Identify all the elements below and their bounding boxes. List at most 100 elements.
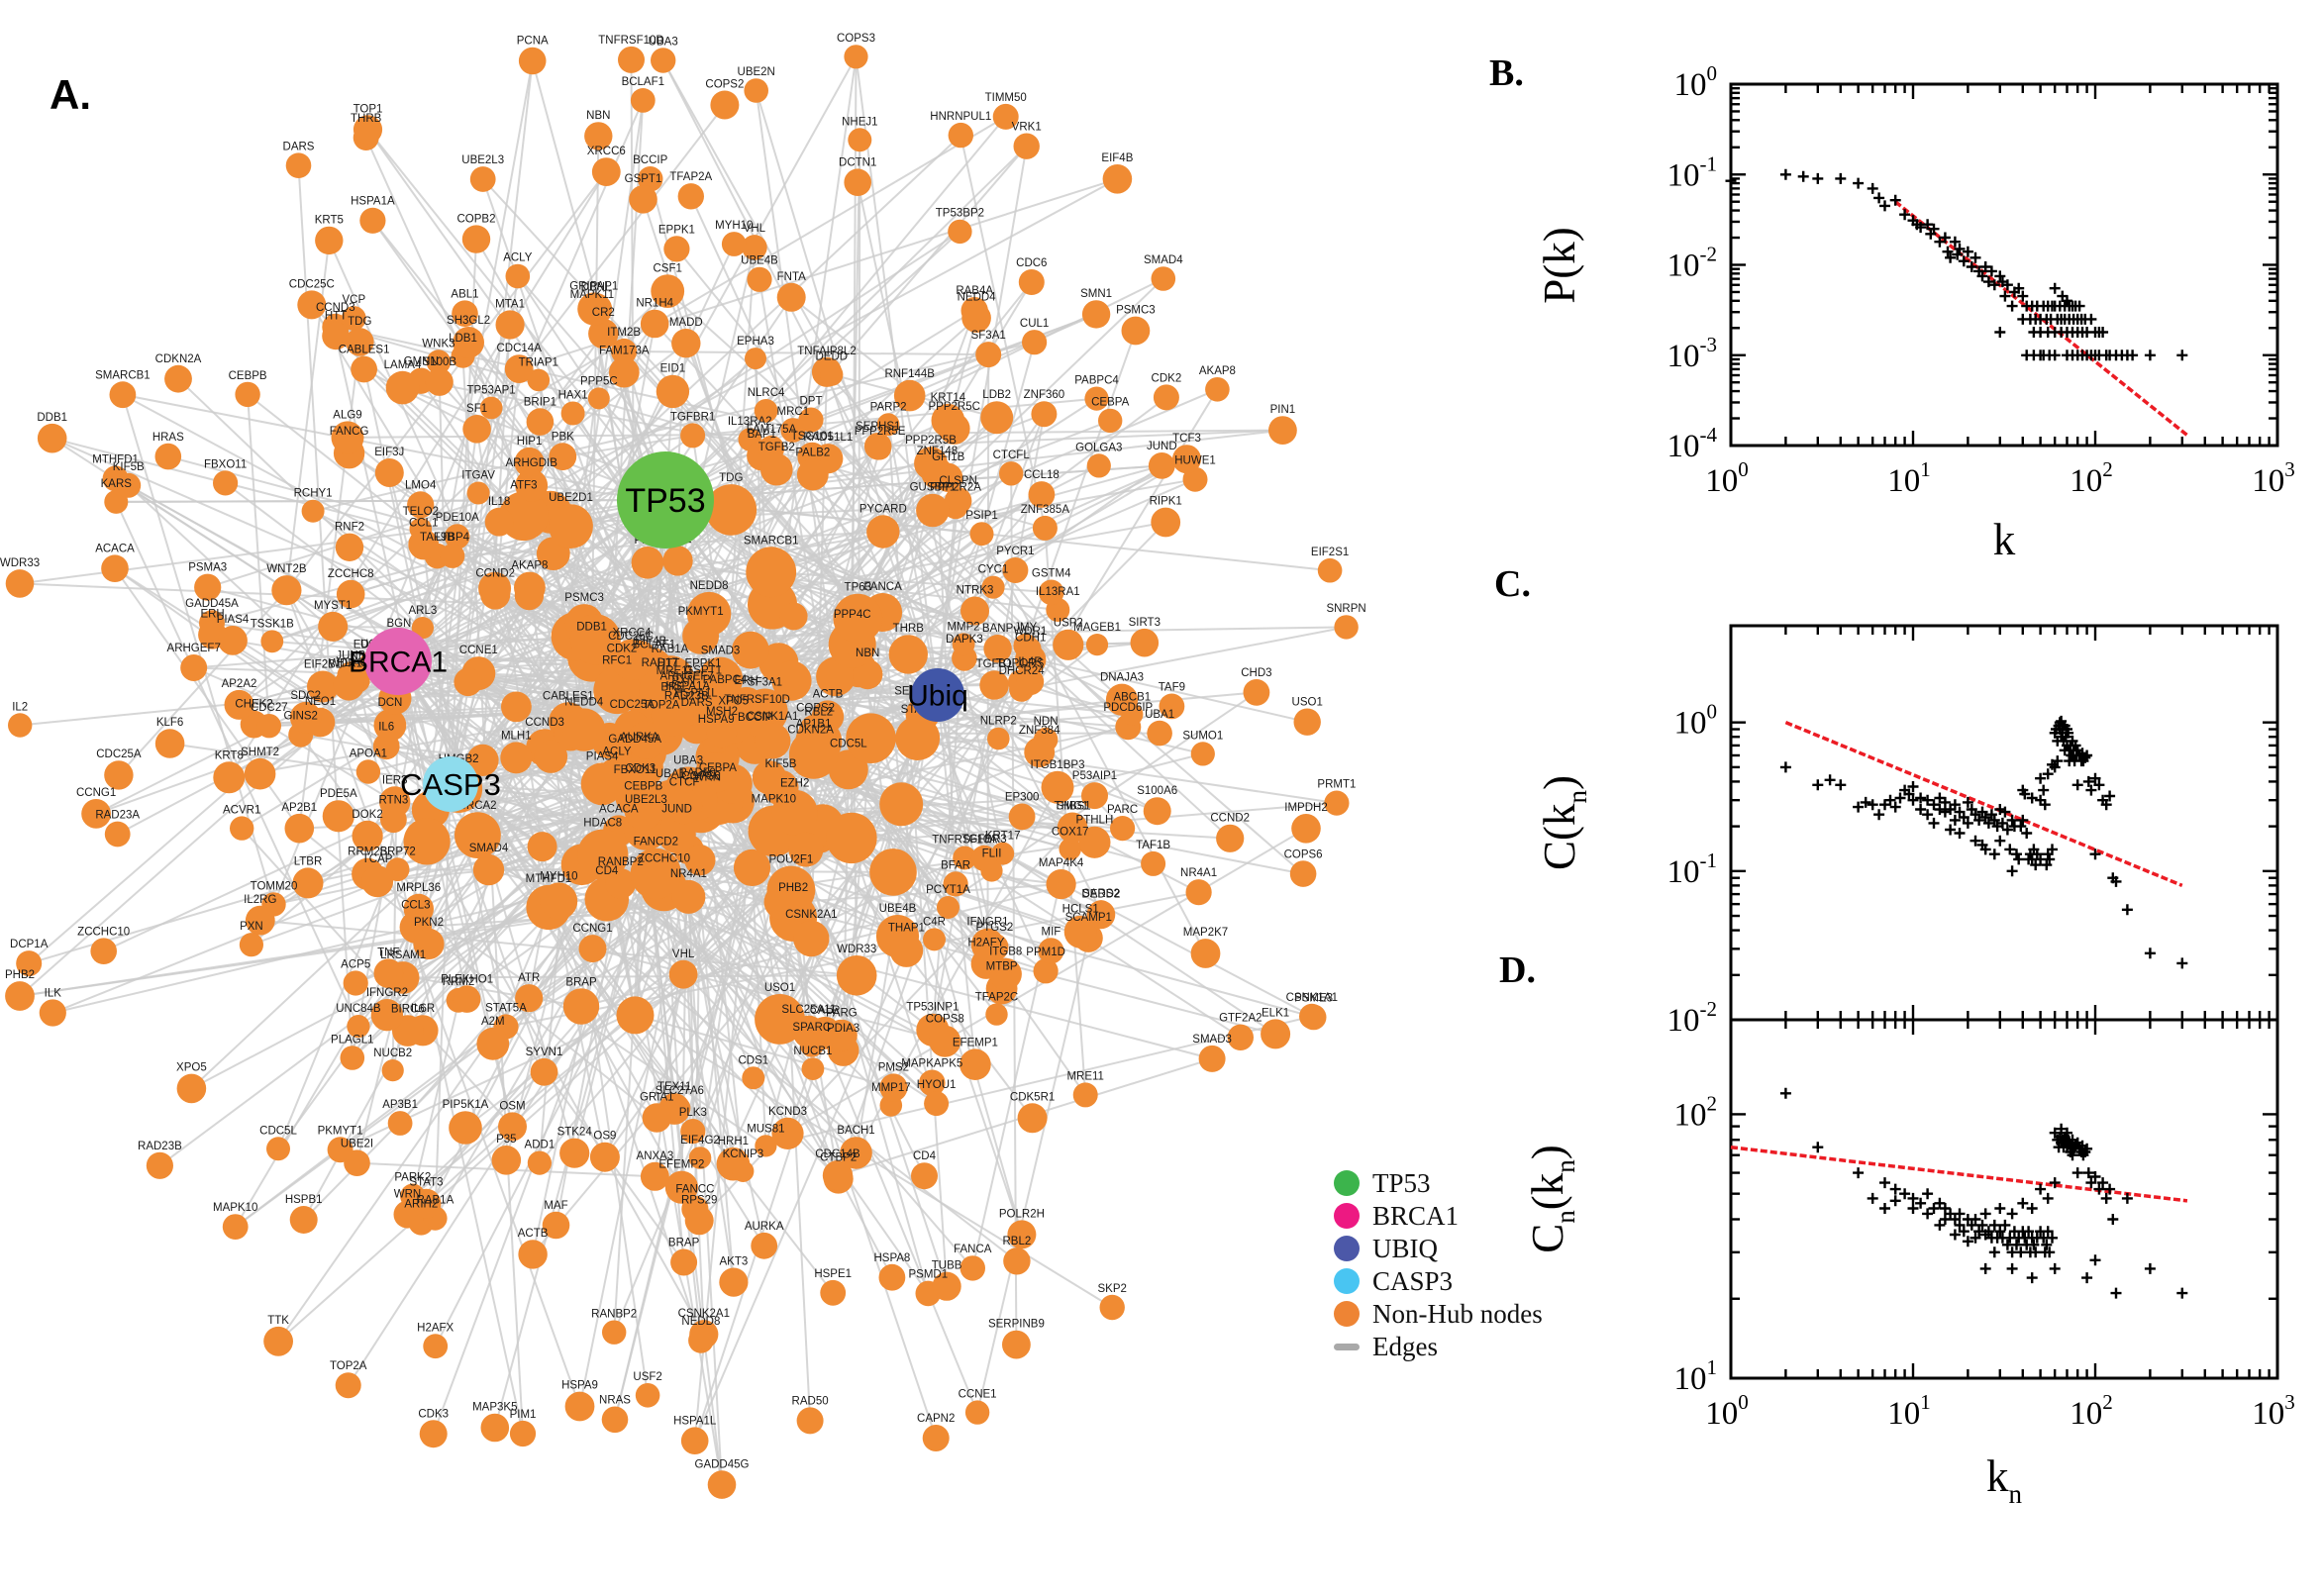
network-node — [671, 879, 706, 914]
network-node — [680, 1119, 706, 1145]
network-edge — [698, 694, 939, 1222]
network-node-label: NR1H4 — [636, 298, 673, 310]
network-node — [833, 593, 883, 644]
network-node-label: RAD23B — [138, 1141, 182, 1152]
network-node-label: STK24 — [557, 1127, 593, 1139]
network-node-label: PLEKHO1 — [441, 973, 493, 985]
network-node — [266, 1137, 290, 1161]
network-node-label: BRAP — [565, 976, 597, 988]
network-edge — [664, 309, 975, 501]
network-node — [960, 596, 989, 626]
network-edge — [755, 90, 939, 696]
network-node — [630, 848, 681, 900]
network-node — [1102, 164, 1133, 194]
network-node — [116, 472, 142, 498]
network-node-label: IFNGR1 — [966, 917, 1008, 929]
network-node-label: CDC25A — [610, 699, 656, 711]
network-node — [1159, 693, 1185, 720]
network-nodes — [5, 45, 1359, 1499]
network-node-label: EIF4B — [635, 636, 666, 648]
network-node — [732, 1160, 755, 1182]
network-node — [776, 282, 806, 312]
network-node-label: FBXO11 — [614, 764, 656, 776]
network-node-label: PBK — [552, 431, 574, 443]
network-node — [663, 236, 690, 262]
network-node — [540, 882, 578, 920]
network-node-label: HIP1 — [517, 436, 543, 448]
network-node-label: LDB1 — [449, 333, 477, 345]
network-node — [453, 985, 481, 1013]
network-node — [755, 1135, 777, 1157]
network-node — [1028, 481, 1056, 508]
network-node-label: DCN — [377, 697, 402, 709]
network-node-label: THRB — [351, 113, 382, 125]
network-node-label: EIF2B1 — [304, 659, 342, 671]
network-edge — [1021, 626, 1347, 691]
network-node — [514, 447, 545, 478]
network-node — [879, 1073, 908, 1102]
network-node — [333, 669, 364, 701]
network-node — [987, 727, 1010, 750]
network-node-label: TNFRSF10A — [932, 835, 997, 847]
legend-node-swatch — [1334, 1236, 1360, 1261]
network-node-label: DAPK3 — [946, 634, 983, 646]
network-node-label: MSH2 — [706, 706, 738, 718]
network-node-label: USO1 — [764, 982, 795, 994]
network-node — [1190, 742, 1215, 766]
fit-line — [1730, 1145, 2188, 1203]
network-node — [1099, 1294, 1125, 1321]
network-node-label: CDC25C — [289, 278, 335, 290]
network-node-label: GINS2 — [283, 711, 318, 723]
network-node-label: TIMM50 — [985, 92, 1027, 104]
network-node-label: RAD17 — [642, 657, 678, 669]
network-node-label: MTA1 — [495, 298, 525, 310]
network-node-label: ZCCHC8 — [328, 568, 374, 580]
network-node-label: EID1 — [660, 363, 686, 375]
network-edge — [450, 116, 1007, 785]
y-tick-label: 10-4 — [1667, 423, 1718, 464]
network-edge — [476, 116, 1007, 431]
network-node — [5, 981, 35, 1011]
x-tick-label: 100 — [1705, 457, 1749, 499]
network-node — [498, 1112, 527, 1142]
network-edge — [518, 177, 1118, 370]
network-node — [260, 630, 284, 653]
network-node-label: KRT14 — [931, 392, 966, 404]
network-node-label: MAP3K5 — [472, 1402, 517, 1414]
network-node — [426, 349, 452, 374]
network-node-label: MRE11 — [656, 665, 694, 677]
network-node — [1013, 133, 1040, 159]
plot-frame — [1729, 1018, 2279, 1380]
network-node-label: UBA1 — [1145, 709, 1174, 721]
network-node-label: MYH10 — [540, 870, 577, 882]
axis-ticks — [1731, 1020, 2277, 1378]
network-node-label: COPS8 — [926, 1014, 964, 1026]
network-node — [651, 274, 685, 308]
network-node-label: SUMO1 — [1182, 730, 1223, 742]
network-node — [419, 1420, 448, 1448]
network-node — [611, 639, 653, 680]
network-node-label: WRN — [394, 1189, 421, 1201]
network-node-label: SLC27A6 — [656, 1085, 704, 1097]
network-node-label: WDR33 — [0, 557, 40, 569]
network-node-label: UBE4B — [879, 903, 917, 915]
network-node-label: GMNN — [404, 356, 439, 368]
network-node-label: CDC14A — [497, 343, 543, 354]
network-node-label: PIAS4 — [217, 614, 250, 626]
network-node-label: PARP2 — [870, 401, 907, 413]
network-node-label: ARIH2 — [404, 1198, 438, 1210]
network-node — [705, 484, 758, 536]
network-node-label: LAMA4 — [384, 359, 422, 371]
network-node-label: SMAD3 — [701, 646, 741, 657]
network-node-label: TOMM20 — [251, 880, 298, 892]
network-node-label: ITM2B — [607, 327, 641, 339]
network-edge — [51, 609, 1059, 1014]
network-node-label: PPP2R5B — [905, 435, 957, 447]
chart-panel-c: 100 10-1 10-2 C(kn) — [1535, 624, 2279, 1039]
network-node — [680, 423, 706, 449]
network-node-label: COPS2 — [705, 79, 744, 91]
network-node-label: CTCF — [669, 776, 700, 788]
network-node — [796, 458, 829, 491]
network-node-label: DDB1 — [576, 622, 607, 634]
network-node-label: PSMC3 — [1116, 305, 1156, 317]
